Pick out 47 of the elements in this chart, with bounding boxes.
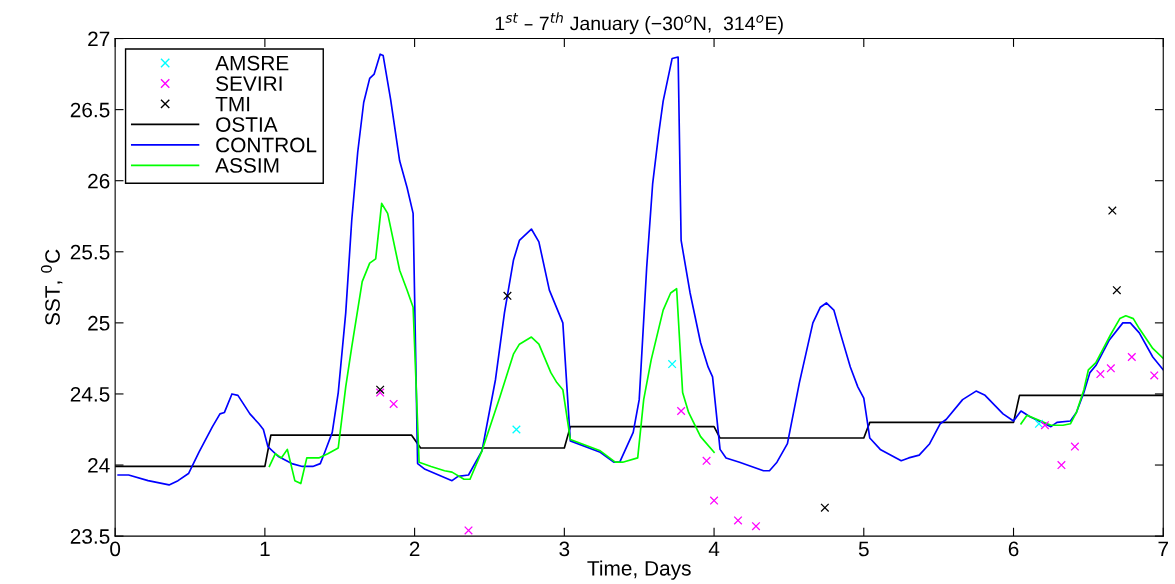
point (389, 399, 399, 409)
point (1127, 352, 1137, 362)
y-tick-label: 25.5 (70, 244, 110, 260)
point (1040, 420, 1050, 430)
point (709, 496, 719, 505)
y-axis-title: SST, $^{0}$C (40, 249, 63, 326)
y-tick-label: 27 (88, 31, 110, 47)
x-tick-label: 4 (708, 541, 720, 557)
line-series (117, 53, 1164, 486)
point (503, 291, 512, 301)
legend-label: CONTROL (216, 137, 317, 153)
point (1112, 285, 1122, 295)
point (667, 359, 677, 369)
point (1106, 363, 1116, 373)
point (702, 456, 712, 466)
point (1034, 419, 1044, 429)
x-tick-label: 2 (409, 541, 420, 557)
x-tick-label: 7 (1158, 541, 1168, 557)
x-tick-label: 1 (260, 541, 270, 557)
point (1057, 460, 1066, 470)
chart-title: 1$^{st}$ – 7$^{th}$ January (−30$^{o}$N, 314$^{o}$E) (495, 12, 783, 35)
point (1149, 371, 1159, 380)
x-tick-label: 0 (110, 541, 121, 557)
point (733, 516, 743, 525)
x-tick-label: 3 (559, 541, 570, 557)
y-tick-label: 24.5 (70, 386, 110, 402)
point (511, 425, 521, 434)
legend-label: ASSIM (215, 158, 279, 173)
point (464, 525, 473, 535)
point (1095, 369, 1105, 379)
legend-label: AMSRE (215, 55, 289, 71)
point (820, 503, 830, 513)
point (1107, 206, 1117, 215)
y-tick-label: 23.5 (70, 529, 110, 544)
legend-label: OSTIA (216, 117, 278, 132)
point (1070, 442, 1080, 451)
legend-label: TMI (215, 96, 250, 112)
y-tick-label: 25 (88, 315, 110, 331)
y-tick-label: 26 (88, 173, 110, 189)
x-tick-label: 6 (1008, 541, 1019, 557)
point (676, 406, 686, 416)
x-axis-title: Time, Days (587, 560, 691, 580)
legend-label: SEVIRI (216, 76, 282, 91)
y-tick-label: 24 (88, 458, 110, 473)
point (751, 521, 761, 531)
x-tick-label: 5 (858, 541, 869, 557)
y-tick-label: 26.5 (70, 102, 110, 118)
